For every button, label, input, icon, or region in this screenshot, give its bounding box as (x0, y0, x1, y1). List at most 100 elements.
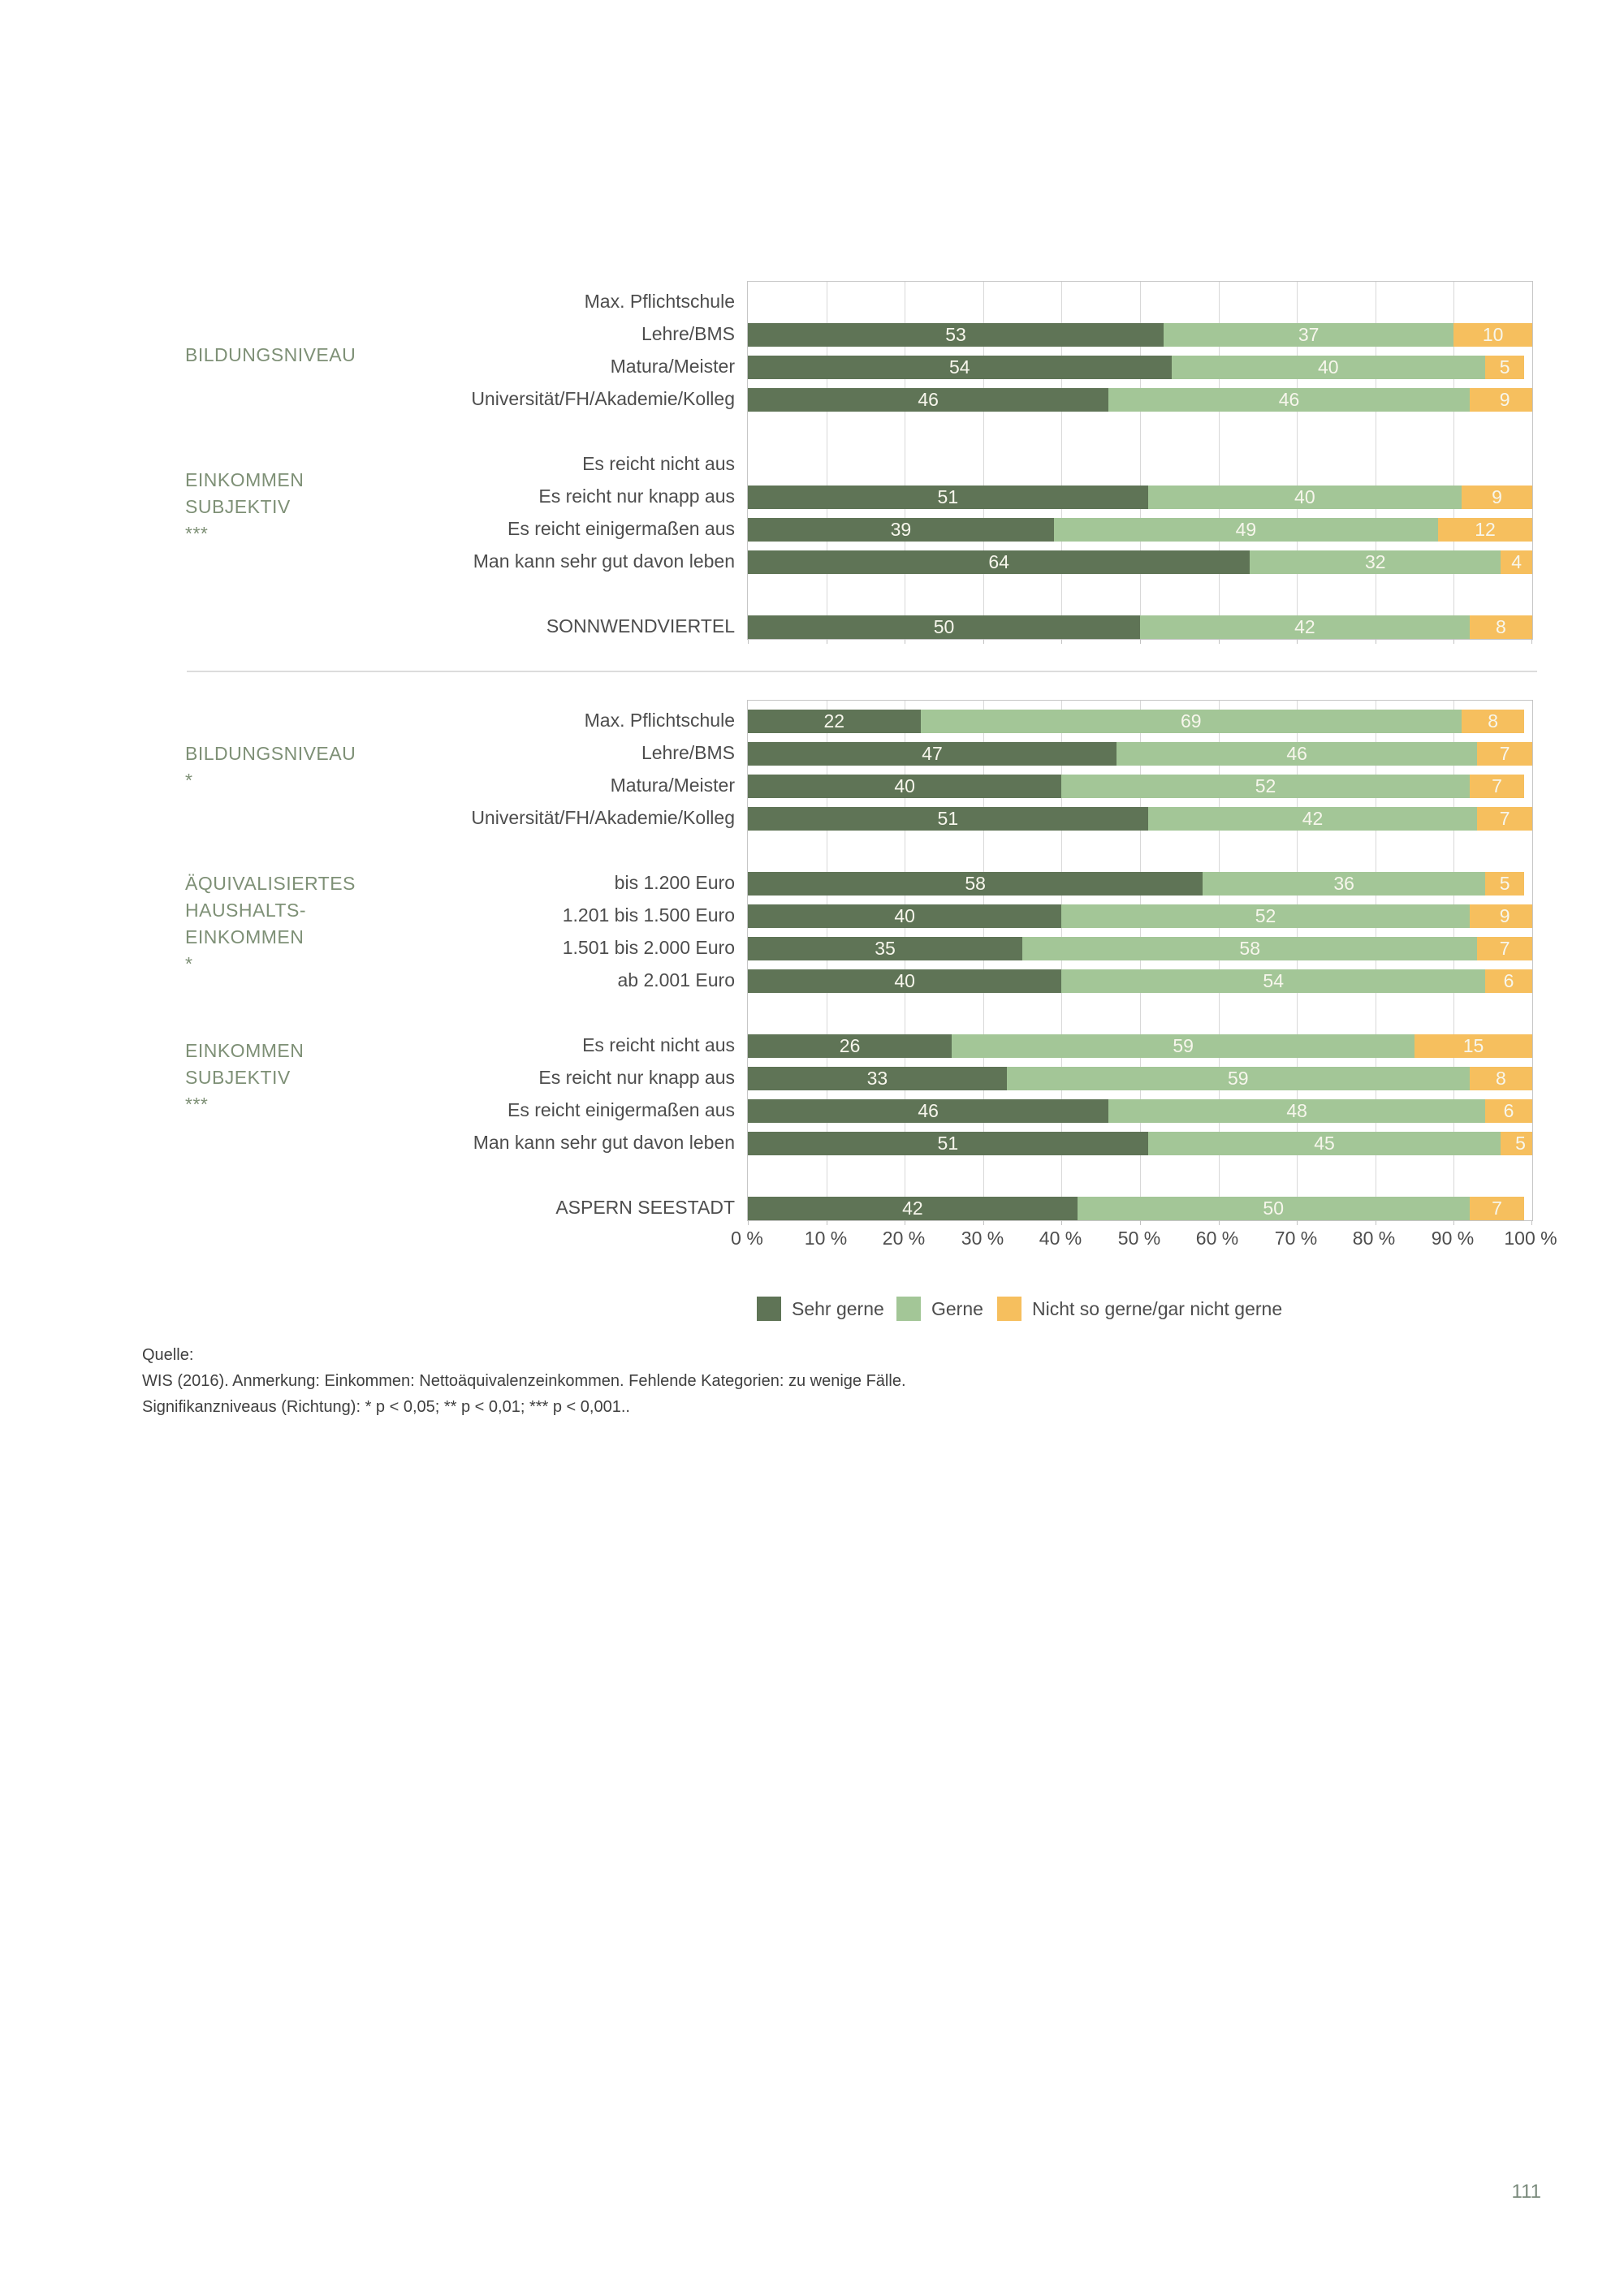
category-label: Es reicht einigermaßen aus (508, 518, 735, 539)
bar-value-label: 40 (894, 775, 915, 796)
bar-row: 51 40 9 (748, 486, 1532, 509)
bar-segment-nicht-so-gerne: 9 (1469, 904, 1532, 928)
bar-segment-sehr-gerne: 51 (748, 807, 1148, 831)
source-note-line-2: WIS (2016). Anmerkung: Einkommen: Nettoä… (142, 1372, 906, 1390)
x-axis-tick-label: 0 % (731, 1228, 763, 1249)
bar-value-label: 52 (1255, 905, 1276, 926)
x-axis-tick-label: 60 % (1195, 1228, 1239, 1249)
bar-segment-gerne: 49 (1053, 518, 1439, 542)
group-label: BILDUNGSNIVEAU * (185, 740, 356, 794)
group-label: EINKOMMEN SUBJEKTIV *** (185, 1038, 304, 1118)
bar-segment-sehr-gerne: 64 (748, 550, 1250, 574)
legend-swatch-gerne (896, 1297, 921, 1321)
category-label: Max. Pflichtschule (584, 291, 735, 312)
bar-value-label: 42 (902, 1198, 923, 1219)
bar-segment-nicht-so-gerne: 10 (1453, 323, 1532, 347)
bar-segment-nicht-so-gerne: 8 (1469, 1067, 1532, 1090)
bar-value-label: 22 (823, 710, 845, 732)
group-label-line: SUBJEKTIV (185, 1067, 291, 1088)
gridline (1218, 701, 1220, 1220)
group-label-line: * (185, 770, 193, 791)
bar-segment-gerne: 69 (920, 710, 1462, 733)
gridline (1297, 282, 1298, 639)
bar-value-label: 48 (1286, 1100, 1307, 1121)
bar-segment-nicht-so-gerne: 8 (1469, 615, 1532, 639)
bar-value-label: 59 (1173, 1035, 1194, 1056)
bar-segment-gerne: 48 (1108, 1099, 1486, 1123)
group-label-line: BILDUNGSNIVEAU (185, 743, 356, 764)
bar-value-label: 8 (1495, 616, 1506, 637)
bar-row: 58 36 5 (748, 872, 1532, 896)
bar-segment-nicht-so-gerne: 8 (1462, 710, 1525, 733)
bar-segment-gerne: 52 (1061, 904, 1470, 928)
bar-row: 54 40 5 (748, 356, 1532, 379)
x-axis-tick-label: 50 % (1117, 1228, 1161, 1249)
bar-row: 40 52 7 (748, 775, 1532, 798)
bar-row: 46 48 6 (748, 1099, 1532, 1123)
bar-segment-gerne: 40 (1171, 356, 1486, 379)
category-label: Lehre/BMS (641, 742, 735, 763)
axis-tick (1297, 1220, 1298, 1225)
group-label-line: *** (185, 523, 209, 544)
axis-tick (748, 639, 749, 644)
group-label: EINKOMMEN SUBJEKTIV *** (185, 467, 304, 547)
gridline (1140, 282, 1141, 639)
bar-value-label: 54 (949, 356, 970, 378)
gridline (1453, 282, 1455, 639)
bar-segment-nicht-so-gerne: 5 (1501, 1132, 1532, 1155)
x-axis-tick-label: 40 % (1039, 1228, 1082, 1249)
bar-value-label: 42 (1302, 808, 1324, 829)
bar-segment-sehr-gerne: 51 (748, 486, 1148, 509)
bar-value-label: 9 (1499, 905, 1510, 926)
x-axis-tick-label: 100 % (1504, 1228, 1557, 1249)
bar-segment-gerne: 36 (1203, 872, 1486, 896)
category-label: Es reicht nicht aus (582, 453, 735, 474)
axis-tick (983, 639, 984, 644)
bar-segment-sehr-gerne: 50 (748, 615, 1140, 639)
bar-segment-nicht-so-gerne: 9 (1462, 486, 1532, 509)
category-label: Es reicht nicht aus (582, 1034, 735, 1055)
bar-value-label: 9 (1492, 486, 1502, 507)
gridline (1453, 701, 1455, 1220)
bar-segment-gerne: 46 (1116, 742, 1478, 766)
source-note: Quelle: WIS (2016). Anmerkung: Einkommen… (142, 1342, 906, 1420)
bar-row: 26 59 15 (748, 1034, 1532, 1058)
chart-panel-0: 53 37 10 54 40 5 46 46 9 51 40 9 39 49 12 64 32 4 50 42 8 (747, 281, 1533, 644)
legend-item-gerne: Gerne (896, 1297, 983, 1321)
bar-value-label: 58 (965, 873, 986, 894)
bar-value-label: 5 (1499, 356, 1510, 378)
bar-value-label: 7 (1499, 743, 1510, 764)
bar-value-label: 45 (1314, 1133, 1335, 1154)
axis-tick (1453, 1220, 1455, 1225)
bar-segment-sehr-gerne: 40 (748, 969, 1062, 993)
group-label-line: EINKOMMEN (185, 1040, 304, 1061)
group-label-line: * (185, 953, 193, 974)
bar-value-label: 33 (866, 1068, 888, 1089)
category-label: Man kann sehr gut davon leben (473, 1132, 735, 1153)
bar-value-label: 58 (1239, 938, 1261, 959)
bar-segment-nicht-so-gerne: 6 (1485, 969, 1532, 993)
x-axis-tick-label: 20 % (882, 1228, 926, 1249)
bar-row: 53 37 10 (748, 323, 1532, 347)
bar-row: 46 46 9 (748, 388, 1532, 412)
bar-row: 33 59 8 (748, 1067, 1532, 1090)
bar-segment-nicht-so-gerne: 4 (1501, 550, 1532, 574)
bar-value-label: 51 (937, 486, 959, 507)
bar-value-label: 46 (1278, 389, 1300, 410)
group-label-line: ÄQUIVALISIERTES (185, 873, 356, 894)
bar-value-label: 59 (1227, 1068, 1249, 1089)
category-label: 1.201 bis 1.500 Euro (562, 904, 735, 926)
axis-tick (983, 1220, 984, 1225)
bar-value-label: 46 (1286, 743, 1307, 764)
bar-row: 39 49 12 (748, 518, 1532, 542)
bar-segment-gerne: 59 (952, 1034, 1415, 1058)
bar-segment-nicht-so-gerne: 6 (1485, 1099, 1532, 1123)
bar-value-label: 32 (1364, 551, 1386, 572)
bar-segment-sehr-gerne: 42 (748, 1197, 1078, 1220)
x-axis-tick-label: 10 % (804, 1228, 848, 1249)
gridline (1140, 701, 1141, 1220)
x-axis-tick-label: 30 % (961, 1228, 1004, 1249)
legend-label-nicht-so-gerne: Nicht so gerne/gar nicht gerne (1032, 1297, 1283, 1319)
bar-segment-gerne: 54 (1061, 969, 1486, 993)
